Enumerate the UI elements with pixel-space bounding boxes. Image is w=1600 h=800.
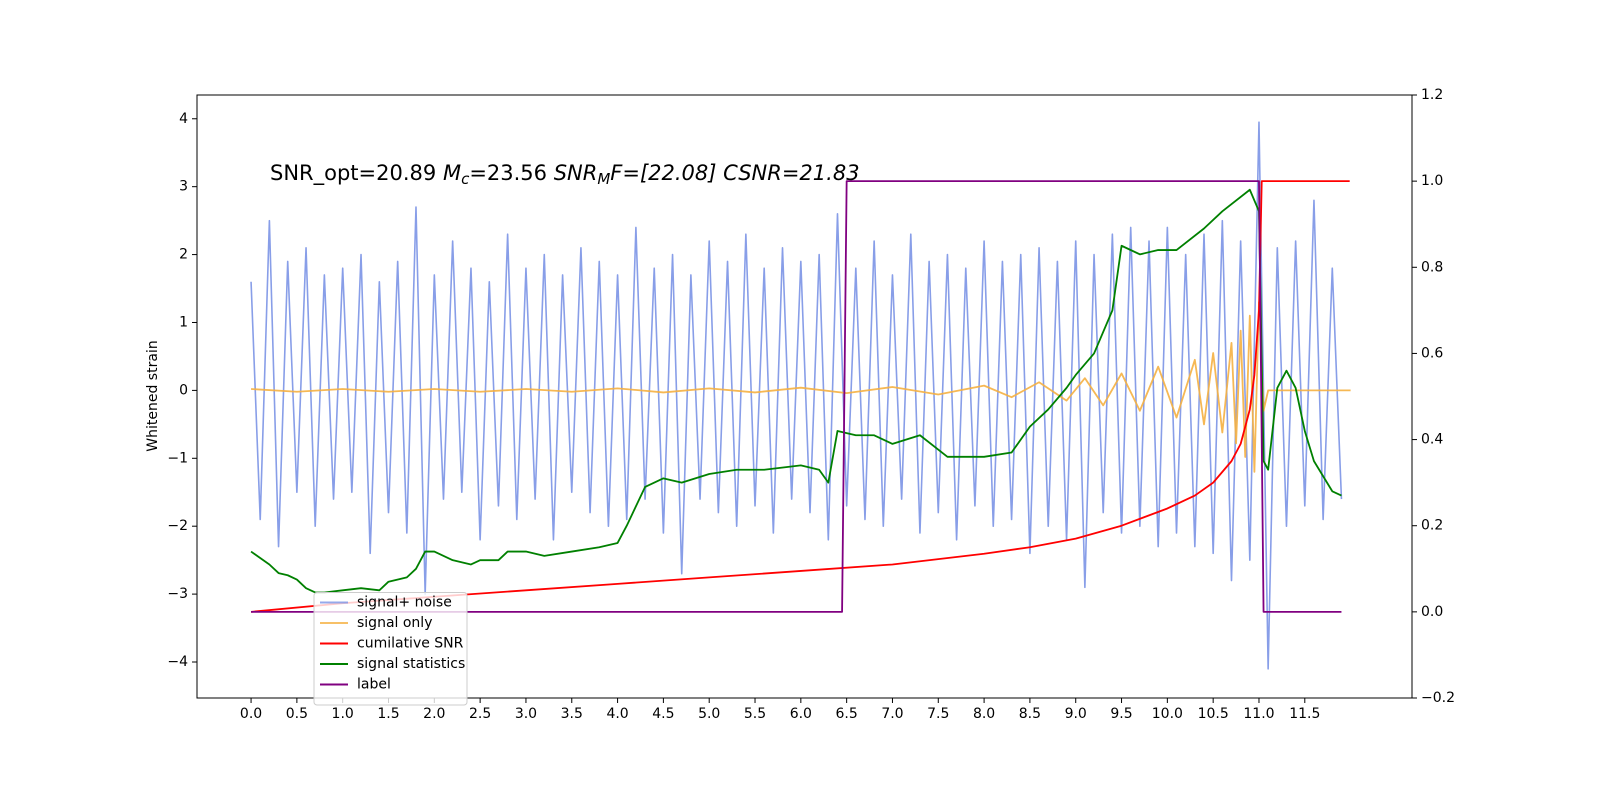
- y-tick-label: 2: [179, 247, 188, 263]
- plot-frame: [196, 94, 1413, 699]
- x-tick-label: 11.5: [1289, 706, 1320, 722]
- x-tick-label: 3.5: [561, 706, 583, 722]
- x-tick-label: 6.0: [790, 706, 812, 722]
- x-tick-label: 8.0: [973, 706, 995, 722]
- x-tick-label: 6.5: [836, 706, 858, 722]
- y2-tick-label: 0.2: [1421, 518, 1443, 534]
- x-tick-label: 0.0: [240, 706, 262, 722]
- x-tick-label: 7.0: [881, 706, 903, 722]
- annotation-part: F=[22.08] CSNR=21.83: [610, 161, 859, 185]
- legend-label: signal statistics: [357, 656, 465, 672]
- legend-label: label: [357, 677, 391, 693]
- y2-tick-label: −0.2: [1421, 690, 1455, 706]
- y2-tick-label: 0.4: [1421, 432, 1443, 448]
- y-tick-label: −2: [167, 518, 188, 534]
- series-line: [250, 180, 1350, 613]
- legend-label: signal+ noise: [357, 595, 452, 611]
- x-tick-label: 3.0: [515, 706, 537, 722]
- x-tick-label: 9.0: [1065, 706, 1087, 722]
- annotation-part: =23.56: [469, 161, 553, 185]
- x-tick-label: 2.5: [469, 706, 491, 722]
- y-tick-label: −1: [167, 450, 188, 466]
- annotation-part: M: [597, 170, 610, 188]
- x-tick-label: 7.5: [927, 706, 949, 722]
- y2-tick-label: 0.0: [1421, 604, 1443, 620]
- x-tick-label: 10.0: [1152, 706, 1183, 722]
- y-tick-label: 1: [179, 314, 188, 330]
- x-tick-label: 2.0: [423, 706, 445, 722]
- x-tick-label: 0.5: [286, 706, 308, 722]
- y2-tick-label: 0.6: [1421, 345, 1443, 361]
- x-tick-label: 5.5: [744, 706, 766, 722]
- annotation-part: M: [443, 161, 461, 185]
- annotation-part: c: [461, 170, 470, 188]
- legend-label: cumilative SNR: [357, 636, 464, 652]
- y2-tick-label: 0.8: [1421, 259, 1443, 275]
- x-tick-label: 10.5: [1198, 706, 1229, 722]
- y-tick-label: 3: [179, 179, 188, 195]
- annotation-part: SNR: [554, 161, 598, 185]
- x-tick-label: 11.0: [1243, 706, 1274, 722]
- x-tick-label: 9.5: [1110, 706, 1132, 722]
- x-tick-label: 4.0: [606, 706, 628, 722]
- legend-box: [313, 592, 468, 706]
- x-tick-label: 1.5: [377, 706, 399, 722]
- annotation-part: SNR_opt=20.89: [270, 161, 443, 186]
- series-line: [251, 180, 1342, 613]
- y-tick-label: 4: [179, 111, 188, 127]
- x-tick-label: 1.0: [332, 706, 354, 722]
- y-tick-label: 0: [179, 382, 188, 398]
- series-line: [250, 188, 1342, 594]
- y-tick-label: −4: [167, 654, 188, 670]
- y2-tick-label: 1.2: [1421, 87, 1443, 103]
- series-line: [251, 301, 1351, 473]
- y-tick-label: −3: [167, 586, 188, 602]
- x-tick-label: 8.5: [1019, 706, 1041, 722]
- y2-tick-label: 1.0: [1421, 173, 1443, 189]
- legend-label: signal only: [357, 615, 432, 631]
- annotation: SNR_opt=20.89 Mc=23.56 SNRMF=[22.08] CSN…: [270, 161, 860, 188]
- x-tick-label: 4.5: [652, 706, 674, 722]
- y-axis-label: Whitened strain: [145, 340, 161, 451]
- x-tick-label: 5.0: [698, 706, 720, 722]
- series-line: [250, 121, 1343, 670]
